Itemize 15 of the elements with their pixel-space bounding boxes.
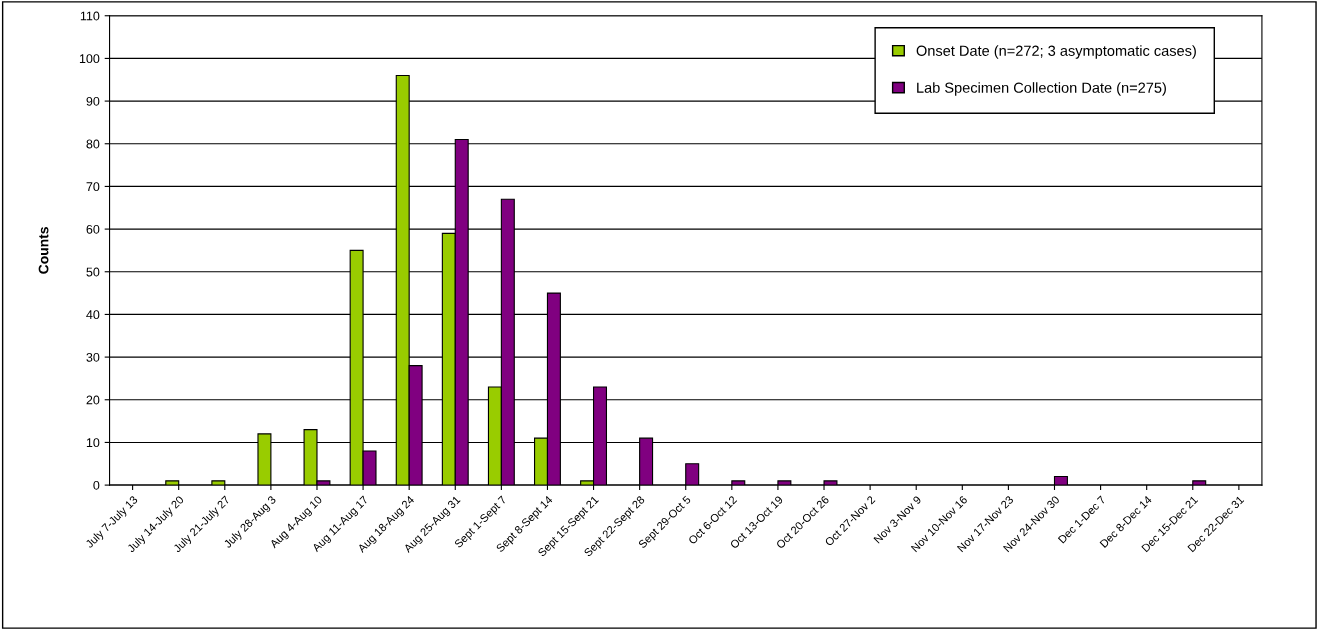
y-tick-label: 100 <box>79 54 100 64</box>
y-tick-label: 80 <box>86 139 100 149</box>
y-tick-label: 30 <box>86 352 100 362</box>
y-axis-title: Counts <box>38 227 49 274</box>
y-tick-label: 40 <box>86 310 100 320</box>
legend-label: Onset Date (n=272; 3 asymptomatic cases) <box>916 45 1196 59</box>
y-tick-label: 90 <box>86 96 100 106</box>
legend-label: Lab Specimen Collection Date (n=275) <box>917 82 1166 96</box>
y-tick-label: 0 <box>93 480 100 490</box>
y-tick-label: 10 <box>86 438 100 448</box>
y-tick-label: 20 <box>86 395 100 405</box>
y-tick-label: 70 <box>86 182 100 192</box>
y-tick-label: 110 <box>80 11 100 21</box>
y-tick-label: 50 <box>86 267 100 277</box>
y-tick-label: 60 <box>86 224 100 234</box>
